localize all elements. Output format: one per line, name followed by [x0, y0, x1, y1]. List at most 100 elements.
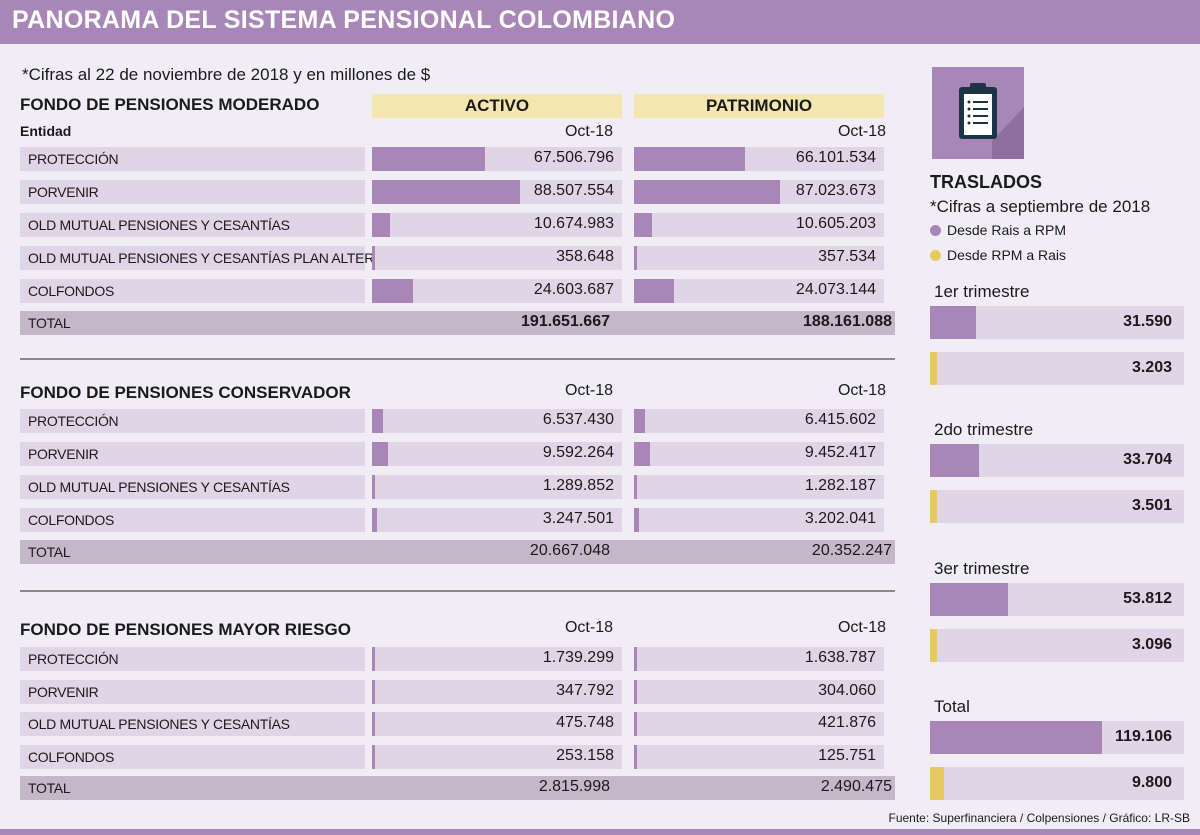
value-activo: 24.603.687: [533, 281, 614, 298]
row-label-bg: [20, 213, 365, 237]
traslados-value: 3.501: [1131, 497, 1172, 514]
total-activo: 191.651.667: [521, 313, 610, 330]
cell-bg: [634, 712, 884, 736]
value-activo: 347.792: [556, 681, 614, 699]
bar-activo: [372, 475, 375, 499]
bar-patrimonio: [634, 442, 650, 466]
bar-patrimonio: [634, 147, 745, 171]
cell-bg: [634, 647, 884, 671]
row-label: PROTECCIÓN: [28, 413, 119, 429]
clipboard-icon: [932, 67, 1024, 159]
value-activo: 10.674.983: [533, 215, 614, 232]
entidad-label: Entidad: [20, 123, 72, 139]
bar-patrimonio: [634, 279, 675, 303]
col-head-patrimonio: PATRIMONIO: [634, 94, 884, 118]
row-label: OLD MUTUAL PENSIONES Y CESANTÍAS: [28, 217, 290, 233]
bar-patrimonio: [634, 712, 637, 736]
traslados-value: 3.096: [1131, 636, 1172, 653]
total-bg: [20, 311, 895, 335]
value-activo: 6.537.430: [542, 411, 614, 428]
traslados-period-label: 3er trimestre: [934, 559, 1030, 578]
value-patrimonio: 1.282.187: [804, 477, 876, 494]
bar-rpm-rais: [930, 490, 937, 523]
value-patrimonio: 421.876: [818, 714, 876, 731]
row-label: COLFONDOS: [28, 512, 114, 528]
page-title: PANORAMA DEL SISTEMA PENSIONAL COLOMBIAN…: [12, 6, 676, 34]
row-label: COLFONDOS: [28, 748, 114, 765]
bar-activo: [372, 147, 485, 171]
bar-activo: [372, 508, 378, 532]
bar-activo: [372, 279, 414, 303]
cell-bg: [634, 744, 884, 769]
bar-rpm-rais: [930, 352, 937, 385]
value-patrimonio: 9.452.417: [804, 444, 876, 461]
col-head-activo: ACTIVO: [372, 94, 622, 118]
section-divider: [20, 590, 895, 592]
bar-patrimonio: [634, 213, 652, 237]
value-activo: 88.507.554: [533, 182, 614, 199]
traslados-value: 53.812: [1123, 590, 1172, 607]
value-patrimonio: 357.534: [818, 248, 876, 265]
period-label: Oct-18: [564, 382, 613, 399]
value-patrimonio: 1.638.787: [804, 649, 876, 666]
bar-patrimonio: [634, 508, 640, 532]
row-label: PORVENIR: [28, 184, 99, 200]
value-patrimonio: 10.605.203: [795, 215, 876, 232]
row-label-bg: [20, 442, 365, 466]
total-patrimonio: 2.490.475: [820, 778, 892, 795]
footer-bar: [0, 829, 1200, 835]
traslados-row: 3.096: [930, 629, 1184, 662]
table-row: COLFONDOS 24.603.687 24.073.144: [20, 279, 895, 303]
legend-dot-yellow: [930, 250, 941, 261]
total-activo: 2.815.998: [538, 778, 610, 795]
cell-bg: [634, 279, 884, 303]
traslados-note: *Cifras a septiembre de 2018: [930, 197, 1151, 216]
cell-bg: [372, 744, 622, 769]
bar-activo: [372, 744, 375, 769]
traslados-row: 119.106: [930, 721, 1184, 754]
traslados-value: 3.203: [1131, 359, 1172, 376]
legend-item-rais-rpm: Desde Rais a RPM: [930, 222, 1066, 238]
row-label: PORVENIR: [28, 683, 99, 700]
table-row: PROTECCIÓN 67.506.796 66.101.534: [20, 147, 895, 171]
row-label-bg: [20, 475, 365, 499]
value-patrimonio: 87.023.673: [795, 182, 876, 199]
table-row: OLD MUTUAL PENSIONES Y CESANTÍAS 10.674.9…: [20, 213, 895, 237]
traslados-title: TRASLADOS: [930, 172, 1042, 192]
table-row: PORVENIR 347.792 304.060: [20, 679, 895, 704]
total-label: TOTAL: [28, 780, 71, 796]
bar-activo: [372, 647, 375, 671]
legend-dot-purple: [930, 225, 941, 236]
subtitle: *Cifras al 22 de noviembre de 2018 y en …: [22, 65, 431, 84]
row-label: OLD MUTUAL PENSIONES Y CESANTÍAS PLAN AL…: [28, 250, 424, 266]
cell-bg: [634, 213, 884, 237]
total-bg: [20, 776, 895, 800]
cell-bg: [372, 712, 622, 736]
cell-bg: [372, 213, 622, 237]
value-activo: 9.592.264: [542, 444, 614, 461]
traslados-value: 33.704: [1123, 451, 1172, 468]
bar-activo: [372, 442, 388, 466]
table-row: OLD MUTUAL PENSIONES Y CESANTÍAS PLAN AL…: [20, 246, 895, 270]
bar-activo: [372, 246, 375, 270]
cell-bg: [634, 442, 884, 466]
row-label: OLD MUTUAL PENSIONES Y CESANTÍAS: [28, 479, 290, 495]
table-row: PORVENIR 9.592.264 9.452.417: [20, 442, 895, 466]
bar-rpm-rais: [930, 767, 945, 800]
period-label: Oct-18: [564, 619, 613, 636]
legend-item-rpm-rais: Desde RPM a Rais: [930, 247, 1066, 263]
bar-patrimonio: [634, 679, 637, 704]
row-label-bg: [20, 679, 365, 704]
cell-bg: [372, 442, 622, 466]
section-title: FONDO DE PENSIONES CONSERVADOR: [20, 383, 351, 402]
total-activo: 20.667.048: [529, 542, 610, 559]
cell-bg: [372, 475, 622, 499]
value-patrimonio: 304.060: [818, 681, 876, 699]
table-row: OLD MUTUAL PENSIONES Y CESANTÍAS 1.289.85…: [20, 475, 895, 499]
row-label: PROTECCIÓN: [28, 151, 119, 167]
cell-bg: [372, 679, 622, 704]
section-title: FONDO DE PENSIONES MODERADO: [20, 95, 320, 114]
total-row: TOTAL 20.667.048 20.352.247: [20, 540, 895, 564]
bar-patrimonio: [634, 744, 637, 769]
period-label: Oct-18: [837, 382, 886, 399]
